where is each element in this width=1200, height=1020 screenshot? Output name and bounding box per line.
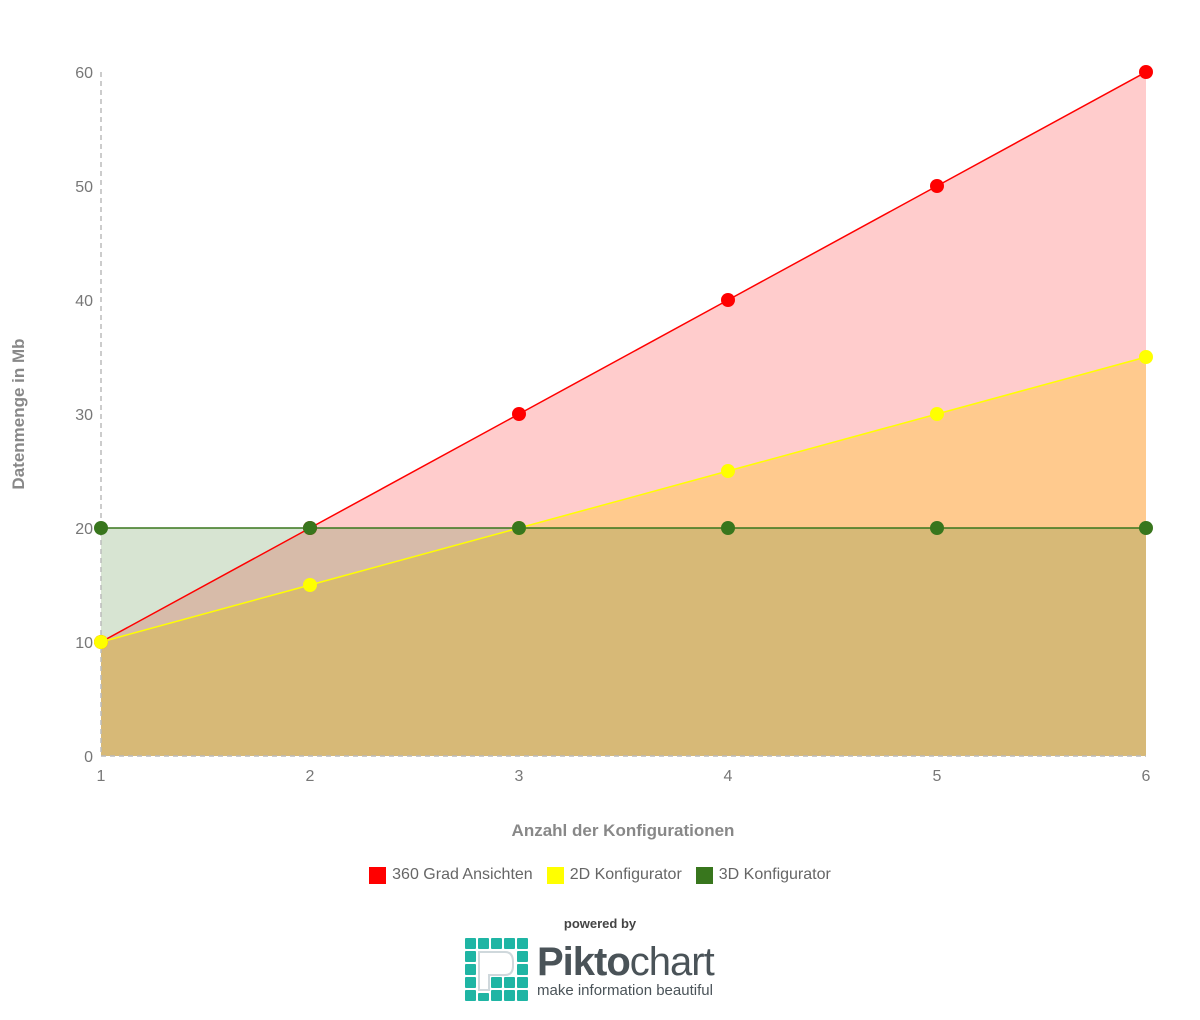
legend-swatch — [369, 866, 387, 884]
data-point-series-0 — [930, 179, 944, 193]
area-series-1 — [101, 357, 1146, 756]
legend-swatch — [546, 866, 564, 884]
y-tick-label: 10 — [75, 635, 93, 652]
line-series-0 — [100, 71, 1147, 643]
y-tick-label: 40 — [75, 293, 93, 310]
data-point-series-2 — [1139, 521, 1153, 535]
powered-by-text: powered by — [563, 916, 637, 931]
y-tick-label: 30 — [75, 407, 93, 424]
data-point-series-2 — [94, 521, 108, 535]
brand-bold: Pikto — [537, 939, 631, 984]
x-tick-label: 2 — [306, 768, 315, 785]
data-point-series-2 — [930, 521, 944, 535]
legend-item-3d[interactable]: 3D Konfigurator — [695, 866, 831, 884]
area-chart: 0 10 20 30 40 50 60 1 2 3 4 5 6 Anzahl der Konfigura… — [9, 65, 1153, 840]
y-tick-label: 60 — [75, 65, 93, 82]
area-series-0 — [101, 72, 1146, 756]
data-point-series-2 — [303, 521, 317, 535]
data-point-series-2 — [512, 521, 526, 535]
line-series-1 — [100, 356, 1147, 643]
legend-label: 2D Konfigurator — [569, 866, 682, 883]
legend-label: 360 Grad Ansichten — [392, 866, 533, 883]
data-point-series-1 — [1139, 350, 1153, 364]
legend: 360 Grad Ansichten 2D Konfigurator 3D Ko… — [0, 866, 1200, 884]
y-tick-label: 50 — [75, 179, 93, 196]
x-tick-label: 4 — [724, 768, 733, 785]
brand-light: chart — [629, 939, 715, 984]
x-axis-label: Anzahl der Konfigurationen — [512, 821, 735, 840]
y-tick-label: 20 — [75, 521, 93, 538]
area-series-2 — [101, 528, 1146, 756]
x-tick-label: 5 — [933, 768, 942, 785]
data-point-series-0 — [721, 293, 735, 307]
data-point-series-1 — [930, 407, 944, 421]
brand-name: Piktochart — [537, 939, 715, 984]
data-point-series-1 — [94, 635, 108, 649]
data-point-series-0 — [512, 407, 526, 421]
data-point-series-1 — [721, 464, 735, 478]
data-point-series-2 — [721, 521, 735, 535]
y-axis-label: Datenmenge in Mb — [9, 338, 28, 489]
legend-item-360[interactable]: 360 Grad Ansichten — [369, 866, 533, 884]
y-tick-label: 0 — [84, 749, 93, 766]
data-point-series-1 — [303, 578, 317, 592]
legend-label: 3D Konfigurator — [718, 866, 831, 883]
piktochart-logo[interactable]: Piktochart make information beautiful — [465, 938, 715, 1002]
legend-swatch — [695, 866, 713, 884]
legend-item-2d[interactable]: 2D Konfigurator — [546, 866, 682, 884]
x-tick-label: 6 — [1142, 768, 1151, 785]
data-point-series-0 — [1139, 65, 1153, 79]
brand-tagline: make information beautiful — [537, 981, 713, 999]
x-tick-label: 1 — [97, 768, 106, 785]
x-tick-label: 3 — [515, 768, 524, 785]
piktochart-logo-icon — [465, 938, 528, 1001]
